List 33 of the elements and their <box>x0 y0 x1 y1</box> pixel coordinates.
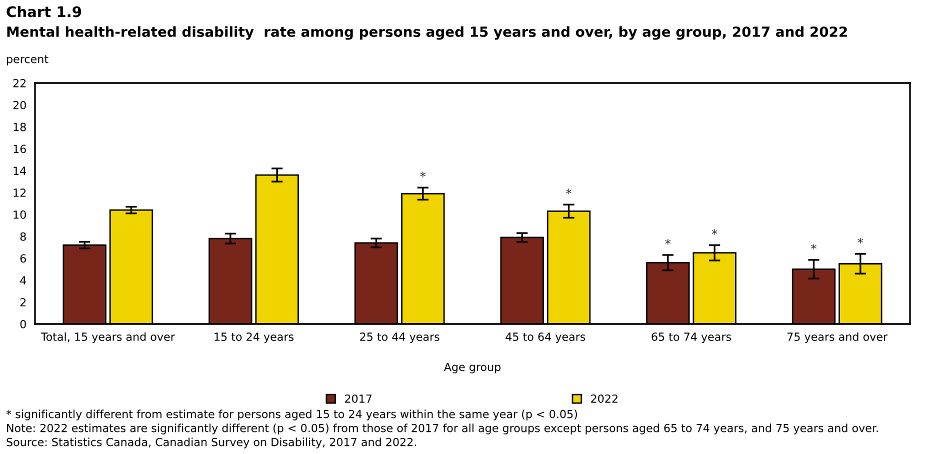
chart-subtitle: Mental health-related disability rate among persons aged 15 years and over, by age group, 2017 and 2022 <box>7 26 847 40</box>
y-tick-label: 20 <box>13 100 26 110</box>
legend-label: 2017 <box>345 394 372 403</box>
y-tick-label: 16 <box>14 144 26 154</box>
x-axis-title: Age group <box>444 362 501 374</box>
y-tick-label: 4 <box>20 276 26 284</box>
annotation: * <box>858 238 864 244</box>
y-tick-label: 14 <box>14 166 26 175</box>
y-tick-label: 22 <box>13 78 26 88</box>
chart-title: Chart 1.9 <box>6 6 82 18</box>
legend-label: 2022 <box>591 394 618 403</box>
text: Note: 2022 estimates are significantly different (p < 0.05) from those of 2017 for all age groups except persons aged 65 to 74 years, and 75 years and over. <box>7 424 878 434</box>
y-tick-label: 2 <box>20 298 26 306</box>
y-tick-label: 6 <box>20 254 26 263</box>
x-tick-label: Total, 15 years and over <box>40 332 175 344</box>
annotation: * <box>811 244 816 250</box>
y-tick-label: 18 <box>14 122 26 132</box>
annotation: * <box>712 229 718 235</box>
text: * significantly different from estimate for persons aged 15 to 24 years within the same year (p < 0.05) <box>6 410 577 420</box>
y-tick-label: 12 <box>14 188 26 197</box>
annotation: * <box>665 238 671 245</box>
annotation: * <box>420 172 426 178</box>
y-tick-label: 0 <box>20 320 26 328</box>
x-tick-label: 45 to 64 years <box>506 332 586 344</box>
source-note: Source: Statistics Canada, Canadian Survey on Disability, 2017 and 2022. <box>6 438 416 448</box>
x-tick-label: 75 years and over <box>787 332 888 344</box>
x-tick-label: 15 to 24 years <box>214 332 294 344</box>
annotation: * <box>566 188 572 194</box>
y-tick-label: 8 <box>20 232 26 241</box>
x-tick-label: 65 to 74 years <box>652 332 732 344</box>
y-tick-label: 10 <box>14 210 26 219</box>
y-axis-title: percent <box>7 55 48 66</box>
x-tick-label: 25 to 44 years <box>360 332 440 344</box>
